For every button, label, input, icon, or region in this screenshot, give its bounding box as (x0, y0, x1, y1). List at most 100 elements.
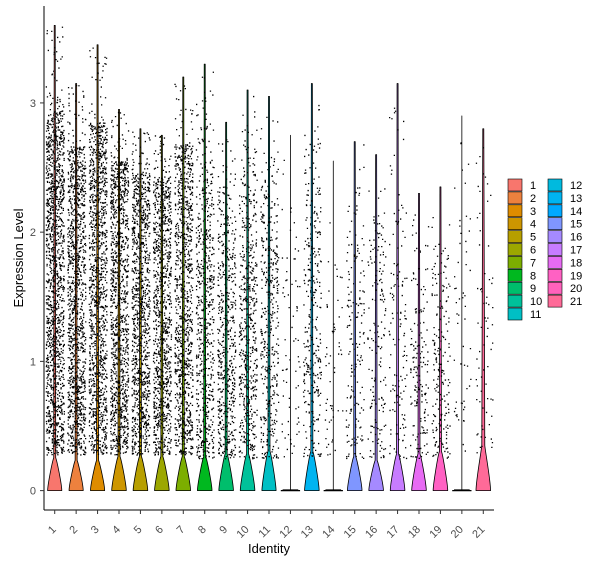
legend-key-20 (547, 281, 563, 295)
violin-5 (132, 128, 149, 492)
jitter-points-20 (453, 142, 472, 452)
jitter-points-1 (45, 26, 65, 456)
jitter-points-layer (45, 26, 494, 460)
y-axis-ticks: 0 1 2 3 (30, 98, 44, 498)
y-axis-title: Expression Level (11, 208, 26, 307)
x-tick-label: 7 (175, 524, 188, 537)
jitter-points-5 (131, 131, 151, 456)
legend-label: 6 (530, 245, 536, 257)
violin-8 (197, 63, 213, 492)
y-tick-label: 2 (30, 227, 36, 239)
jitter-points-14 (324, 222, 344, 456)
legend-key-21 (547, 294, 563, 308)
legend-label: 9 (530, 283, 536, 295)
x-tick-label: 10 (235, 524, 252, 541)
violin-21 (475, 128, 491, 492)
legend-label: 11 (530, 309, 541, 321)
violin-7 (175, 76, 191, 492)
violin-layer (47, 24, 491, 492)
legend-label: 12 (570, 180, 582, 192)
x-tick-label: 20 (449, 524, 466, 541)
jitter-points-2 (67, 85, 87, 456)
legend-key-7 (507, 256, 523, 269)
legend-key-13 (547, 191, 563, 205)
legend-key-6 (507, 243, 523, 256)
legend-label: 4 (530, 219, 536, 231)
x-tick-label: 8 (196, 524, 209, 537)
jitter-points-10 (238, 95, 258, 460)
y-tick-label: 0 (30, 486, 36, 498)
legend-label: 21 (570, 296, 582, 308)
jitter-points-13 (302, 104, 322, 458)
violin-11 (261, 96, 277, 492)
x-tick-label: 16 (363, 524, 380, 541)
x-tick-label: 5 (132, 524, 145, 537)
x-tick-label: 18 (406, 524, 423, 541)
legend-key-10 (507, 294, 523, 308)
legend-label: 14 (570, 206, 582, 218)
legend-key-18 (547, 256, 563, 269)
legend-key-11 (507, 307, 523, 321)
y-tick-label: 3 (30, 98, 36, 110)
violin-19 (432, 186, 449, 492)
violin-18 (411, 192, 427, 492)
jitter-points-6 (152, 135, 173, 456)
violin-9 (218, 121, 234, 492)
legend-key-14 (547, 204, 563, 218)
legend-label: 8 (530, 270, 536, 282)
legend-label: 3 (530, 206, 536, 218)
x-tick-label: 19 (427, 524, 444, 541)
legend-label: 13 (570, 193, 582, 205)
violin-15 (347, 141, 363, 492)
legend-label: 16 (570, 232, 582, 244)
jitter-points-4 (110, 111, 130, 456)
legend-key-17 (547, 243, 563, 256)
legend-key-12 (547, 178, 563, 192)
x-tick-label: 15 (342, 524, 359, 541)
jitter-points-12 (281, 159, 301, 458)
jitter-points-7 (174, 83, 194, 456)
x-tick-label: 2 (67, 524, 80, 537)
x-tick-label: 3 (89, 524, 102, 537)
legend-label: 15 (570, 219, 582, 231)
x-tick-label: 6 (153, 524, 166, 537)
legend-label: 7 (530, 257, 536, 269)
legend-key-1 (507, 178, 523, 192)
legend-label: 20 (570, 283, 582, 295)
x-axis-ticks: 1 2 3 4 5 6 7 8 9 10 11 12 13 14 15 16 17 18 19 20 21 (46, 510, 487, 541)
legend-label: 5 (530, 232, 536, 244)
legend-label: 18 (570, 257, 582, 269)
legend-key-3 (507, 204, 523, 218)
x-tick-label: 17 (385, 524, 402, 541)
legend-key-5 (507, 230, 523, 243)
legend-key-16 (547, 230, 563, 243)
violin-14 (325, 160, 342, 492)
x-axis-title: Identity (248, 541, 290, 556)
violin-10 (239, 89, 256, 492)
legend-key-19 (547, 268, 563, 282)
legend-key-8 (507, 268, 523, 282)
x-tick-label: 14 (320, 524, 337, 541)
jitter-points-3 (88, 47, 108, 455)
x-tick-label: 11 (257, 524, 274, 541)
x-tick-label: 13 (299, 524, 316, 541)
x-tick-label: 12 (277, 524, 294, 541)
legend-label: 2 (530, 193, 536, 205)
legend-key-2 (507, 191, 523, 205)
legend-key-4 (507, 217, 523, 230)
violin-16 (368, 154, 384, 492)
violin-12 (282, 134, 299, 492)
jitter-points-15 (345, 144, 365, 460)
x-tick-label: 9 (217, 524, 230, 537)
x-tick-label: 1 (46, 524, 59, 537)
legend-key-15 (547, 217, 563, 230)
legend-key-9 (507, 281, 523, 295)
legend-label: 1 (530, 180, 536, 192)
violin-17 (389, 83, 406, 492)
x-tick-label: 21 (470, 524, 487, 541)
legend-label: 17 (570, 245, 582, 257)
legend-label: 10 (530, 296, 542, 308)
y-tick-label: 1 (30, 356, 36, 368)
legend-label: 19 (570, 270, 582, 282)
